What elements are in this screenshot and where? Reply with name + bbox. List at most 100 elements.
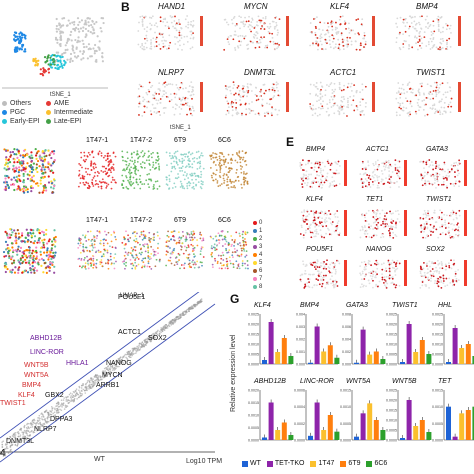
feature-point — [152, 97, 154, 100]
umap-point — [220, 234, 223, 237]
feature-gene-label: NANOG — [366, 246, 392, 253]
feature-point — [408, 27, 410, 30]
scatter-point — [140, 342, 143, 345]
umap-point — [173, 152, 176, 155]
scatter-point — [19, 441, 22, 444]
feature-point — [326, 84, 328, 86]
color-scale-bar — [464, 260, 467, 286]
umap-point — [188, 181, 190, 184]
umap-point — [36, 159, 40, 163]
tsne-point — [65, 41, 68, 44]
umap-point — [147, 251, 150, 254]
feature-point — [437, 20, 440, 23]
tsne-point — [73, 23, 76, 26]
feature-point — [333, 286, 336, 288]
feature-point — [441, 267, 444, 270]
umap-point — [131, 249, 134, 252]
feature-plot — [137, 15, 203, 51]
umap-point — [45, 254, 48, 257]
tsne-point — [98, 40, 101, 43]
feature-point — [178, 39, 181, 42]
feature-point — [434, 162, 437, 165]
feature-point — [304, 163, 307, 166]
tsne-point — [42, 68, 46, 71]
scatter-point — [190, 308, 192, 311]
feature-point — [141, 25, 144, 27]
umap-point — [183, 262, 186, 265]
umap-point — [17, 232, 20, 235]
feature-point — [250, 30, 252, 33]
feature-point — [145, 91, 148, 94]
umap-point — [229, 262, 232, 265]
umap-point — [113, 267, 116, 270]
feature-point — [313, 235, 316, 238]
feature-point — [434, 108, 437, 111]
umap-point — [135, 237, 138, 240]
feature-point — [178, 18, 180, 21]
feature-point — [455, 180, 457, 182]
umap-point — [195, 178, 197, 181]
feature-point — [320, 265, 323, 267]
umap-point — [167, 259, 170, 262]
feature-point — [159, 16, 162, 19]
feature-point — [331, 34, 334, 37]
umap-point — [31, 179, 34, 182]
umap-point — [41, 160, 45, 163]
feature-point — [275, 24, 278, 27]
umap-point — [21, 254, 24, 257]
feature-point — [375, 259, 378, 262]
umap-point — [38, 237, 41, 240]
feature-point — [325, 110, 328, 113]
feature-point — [393, 267, 396, 270]
feature-point — [361, 184, 364, 187]
feature-point — [435, 91, 437, 94]
feature-point — [164, 45, 166, 48]
umap-point — [40, 168, 43, 171]
feature-point — [368, 226, 370, 229]
umap-point — [31, 261, 35, 264]
tsne-point — [82, 26, 85, 29]
feature-point — [308, 278, 311, 281]
feature-point — [299, 163, 302, 166]
feature-point — [258, 19, 261, 22]
umap-point — [7, 246, 10, 250]
feature-point — [390, 165, 393, 167]
feature-point — [377, 263, 380, 265]
tsne-point — [59, 59, 62, 62]
umap-point — [107, 231, 110, 234]
umap-point — [10, 242, 14, 245]
feature-point — [446, 48, 449, 51]
feature-point — [363, 278, 366, 280]
feature-point — [327, 227, 329, 230]
scatter-point — [97, 380, 99, 383]
umap-point — [18, 174, 21, 177]
feature-point — [427, 43, 430, 46]
feature-point — [381, 209, 384, 212]
feature-point — [421, 281, 424, 283]
umap-point — [38, 232, 42, 235]
feature-point — [332, 104, 335, 107]
feature-point — [372, 279, 374, 282]
umap-point — [12, 183, 16, 186]
umap-point — [157, 158, 160, 160]
umap-point — [186, 173, 188, 175]
feature-point — [433, 282, 436, 285]
umap-point — [79, 164, 82, 167]
feature-point — [187, 21, 190, 24]
tsne-point — [77, 40, 80, 43]
feature-point — [375, 283, 378, 286]
scatter-point — [12, 441, 15, 443]
umap-point — [121, 184, 123, 186]
umap-point — [30, 190, 33, 193]
tsne-point — [47, 71, 51, 74]
feature-point — [146, 30, 148, 33]
feature-point — [391, 171, 394, 173]
feature-point — [444, 285, 447, 288]
feature-point — [332, 280, 334, 283]
umap-point — [52, 171, 55, 174]
feature-gene-label: KLF4 — [330, 2, 350, 11]
umap-point — [8, 255, 11, 258]
feature-point — [338, 232, 341, 235]
umap-point — [181, 169, 184, 172]
legend-item: PGC — [2, 109, 25, 116]
